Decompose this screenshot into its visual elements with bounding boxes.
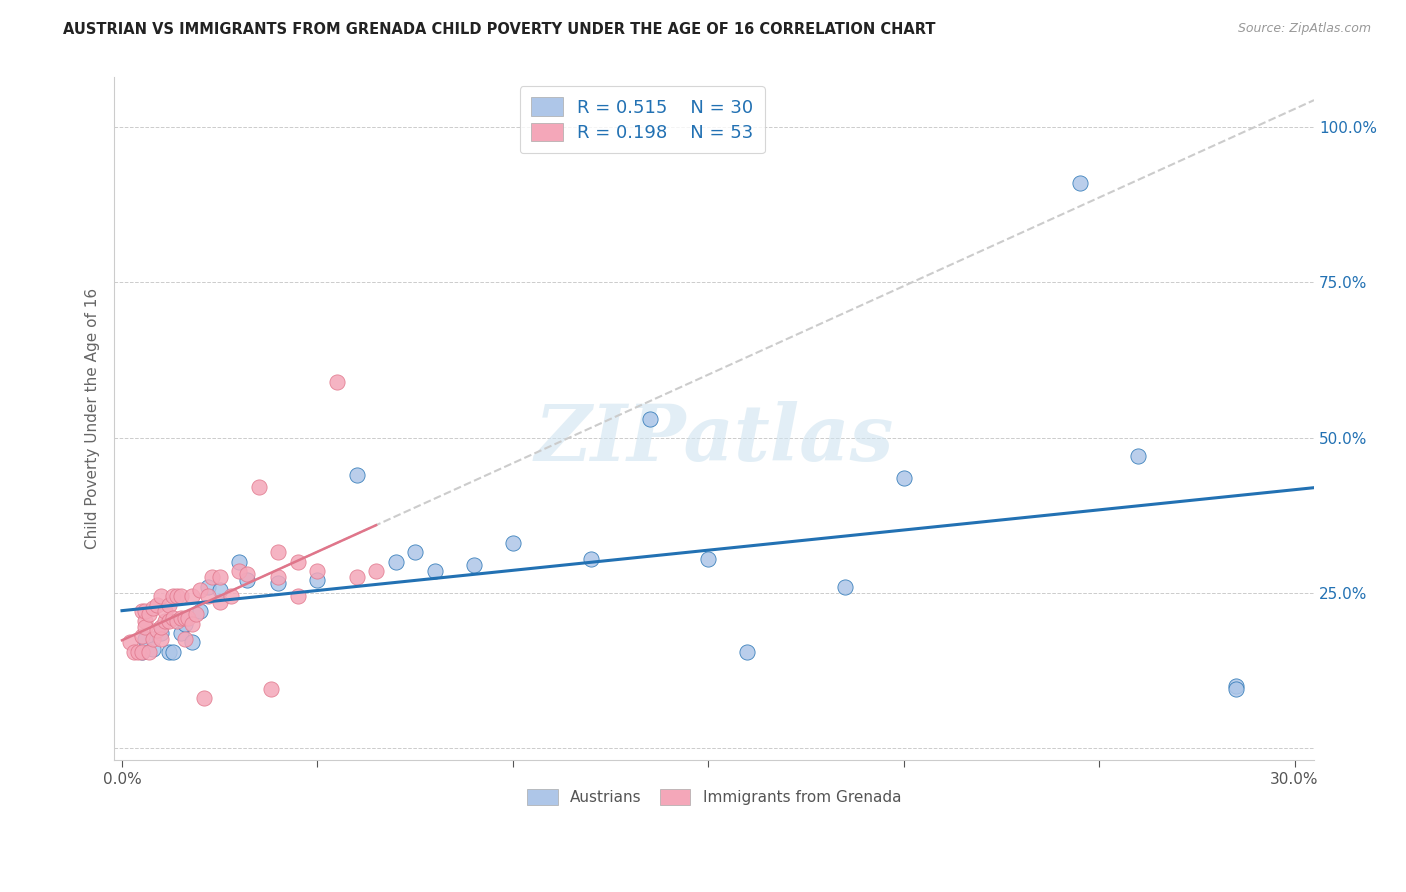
Point — [259, 681, 281, 696]
Point — [131, 645, 153, 659]
Point — [697, 551, 720, 566]
Point — [162, 610, 184, 624]
Point — [166, 614, 188, 628]
Text: Source: ZipAtlas.com: Source: ZipAtlas.com — [1237, 22, 1371, 36]
Point — [197, 580, 219, 594]
Point — [142, 632, 165, 647]
Point — [384, 555, 406, 569]
Point — [287, 589, 309, 603]
Point — [169, 589, 191, 603]
Point — [404, 545, 426, 559]
Point — [346, 467, 368, 482]
Point — [146, 598, 169, 612]
Point — [287, 555, 309, 569]
Point — [197, 589, 219, 603]
Point — [150, 632, 173, 647]
Point — [1225, 681, 1247, 696]
Point — [162, 645, 184, 659]
Point — [173, 632, 195, 647]
Point — [423, 564, 446, 578]
Point — [166, 589, 188, 603]
Point — [502, 536, 524, 550]
Point — [236, 567, 259, 582]
Point — [307, 574, 329, 588]
Point — [131, 645, 153, 659]
Point — [188, 582, 211, 597]
Point — [127, 645, 149, 659]
Point — [193, 691, 215, 706]
Point — [173, 610, 195, 624]
Point — [150, 589, 173, 603]
Point — [326, 375, 349, 389]
Point — [142, 641, 165, 656]
Point — [157, 614, 180, 628]
Point — [208, 595, 231, 609]
Point — [122, 645, 145, 659]
Point — [1225, 679, 1247, 693]
Point — [157, 645, 180, 659]
Point — [201, 570, 224, 584]
Point — [169, 610, 191, 624]
Point — [138, 607, 160, 622]
Legend: Austrians, Immigrants from Grenada: Austrians, Immigrants from Grenada — [517, 780, 910, 814]
Point — [153, 604, 176, 618]
Point — [181, 635, 204, 649]
Point — [834, 580, 856, 594]
Point — [153, 614, 176, 628]
Point — [579, 551, 602, 566]
Point — [138, 645, 160, 659]
Point — [364, 564, 387, 578]
Point — [893, 471, 915, 485]
Point — [142, 601, 165, 615]
Point — [134, 604, 156, 618]
Point — [346, 570, 368, 584]
Point — [162, 589, 184, 603]
Point — [228, 564, 250, 578]
Point — [228, 555, 250, 569]
Point — [236, 574, 259, 588]
Point — [131, 604, 153, 618]
Point — [134, 620, 156, 634]
Text: AUSTRIAN VS IMMIGRANTS FROM GRENADA CHILD POVERTY UNDER THE AGE OF 16 CORRELATIO: AUSTRIAN VS IMMIGRANTS FROM GRENADA CHIL… — [63, 22, 936, 37]
Point — [247, 480, 270, 494]
Point — [1069, 176, 1091, 190]
Point — [267, 576, 290, 591]
Point — [150, 626, 173, 640]
Point — [181, 589, 204, 603]
Point — [134, 632, 156, 647]
Point — [157, 598, 180, 612]
Point — [173, 616, 195, 631]
Point — [181, 616, 204, 631]
Point — [208, 582, 231, 597]
Point — [186, 607, 208, 622]
Point — [737, 645, 759, 659]
Point — [150, 620, 173, 634]
Point — [1128, 449, 1150, 463]
Point — [267, 570, 290, 584]
Point — [208, 570, 231, 584]
Point — [463, 558, 485, 572]
Point — [169, 626, 191, 640]
Point — [188, 604, 211, 618]
Text: ZIPatlas: ZIPatlas — [534, 401, 894, 477]
Point — [131, 629, 153, 643]
Point — [221, 589, 243, 603]
Point — [638, 412, 661, 426]
Point — [177, 610, 200, 624]
Point — [307, 564, 329, 578]
Point — [118, 635, 141, 649]
Point — [134, 614, 156, 628]
Y-axis label: Child Poverty Under the Age of 16: Child Poverty Under the Age of 16 — [86, 288, 100, 549]
Point — [267, 545, 290, 559]
Point — [146, 623, 169, 637]
